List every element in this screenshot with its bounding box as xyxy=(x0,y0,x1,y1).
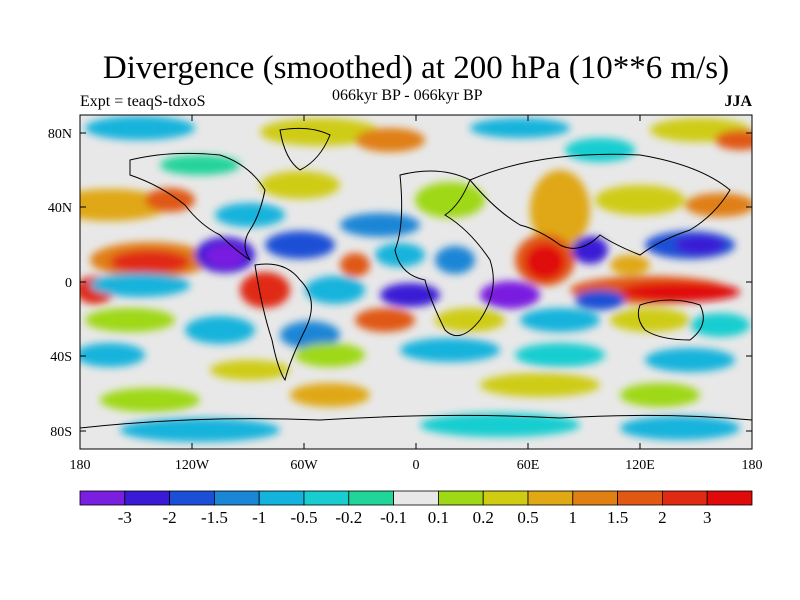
colorbar-box xyxy=(303,490,350,506)
x-tick-label: 180 xyxy=(70,458,91,473)
divergence-field xyxy=(80,115,752,449)
y-tick-label: 80S xyxy=(50,425,72,440)
colorbar-box xyxy=(124,490,171,506)
plot-title: Divergence (smoothed) at 200 hPa (10**6 … xyxy=(102,50,730,86)
x-tick-label: 60E xyxy=(517,458,540,473)
colorbar-box xyxy=(482,490,529,506)
colorbar-label: -1 xyxy=(252,508,266,527)
colorbar: -3 -2 -1.5 -1 -0.5 -0.2 -0.1 0.1 0.2 0.5 1 1.5 2 3 xyxy=(79,490,753,527)
colorbar-label: -0.1 xyxy=(380,508,407,527)
colorbar-label: -1.5 xyxy=(201,508,228,527)
colorbar-label: -0.5 xyxy=(291,508,318,527)
x-tick-label: 0 xyxy=(413,458,420,473)
colorbar-box xyxy=(572,490,618,506)
y-tick-label: 40S xyxy=(50,350,72,365)
colorbar-box xyxy=(393,490,439,506)
colorbar-label: -3 xyxy=(118,508,132,527)
colorbar-box xyxy=(617,490,663,506)
colorbar-box xyxy=(437,490,484,506)
colorbar-label: -2 xyxy=(163,508,177,527)
colorbar-box xyxy=(169,490,215,506)
x-tick-label: 120E xyxy=(625,458,655,473)
colorbar-label: 1.5 xyxy=(607,508,628,527)
x-tick-label: 120W xyxy=(175,458,210,473)
colorbar-box xyxy=(258,490,305,506)
colorbar-label: 0.5 xyxy=(517,508,538,527)
coastlines xyxy=(80,127,752,429)
x-tick-label: 180 xyxy=(742,458,763,473)
colorbar-label: 0.2 xyxy=(473,508,494,527)
colorbar-box xyxy=(662,490,708,506)
axis-ticks xyxy=(80,115,752,449)
colorbar-label: -0.2 xyxy=(335,508,362,527)
colorbar-box xyxy=(706,490,753,506)
y-tick-label: 0 xyxy=(65,276,72,291)
colorbar-box xyxy=(527,490,574,506)
x-tick-label: 60W xyxy=(290,458,318,473)
colorbar-box xyxy=(79,490,126,506)
colorbar-box xyxy=(213,490,260,506)
season-label: JJA xyxy=(724,93,752,110)
y-tick-label: 80N xyxy=(48,127,72,142)
y-tick-label: 40N xyxy=(48,201,72,216)
colorbar-box xyxy=(348,490,394,506)
colorbar-label: 1 xyxy=(569,508,578,527)
period-label: 066kyr BP - 066kyr BP xyxy=(332,87,483,104)
colorbar-label: 0.1 xyxy=(428,508,449,527)
colorbar-label: 3 xyxy=(703,508,712,527)
experiment-label: Expt = teaqS-tdxoS xyxy=(80,93,206,110)
colorbar-label: 2 xyxy=(658,508,667,527)
